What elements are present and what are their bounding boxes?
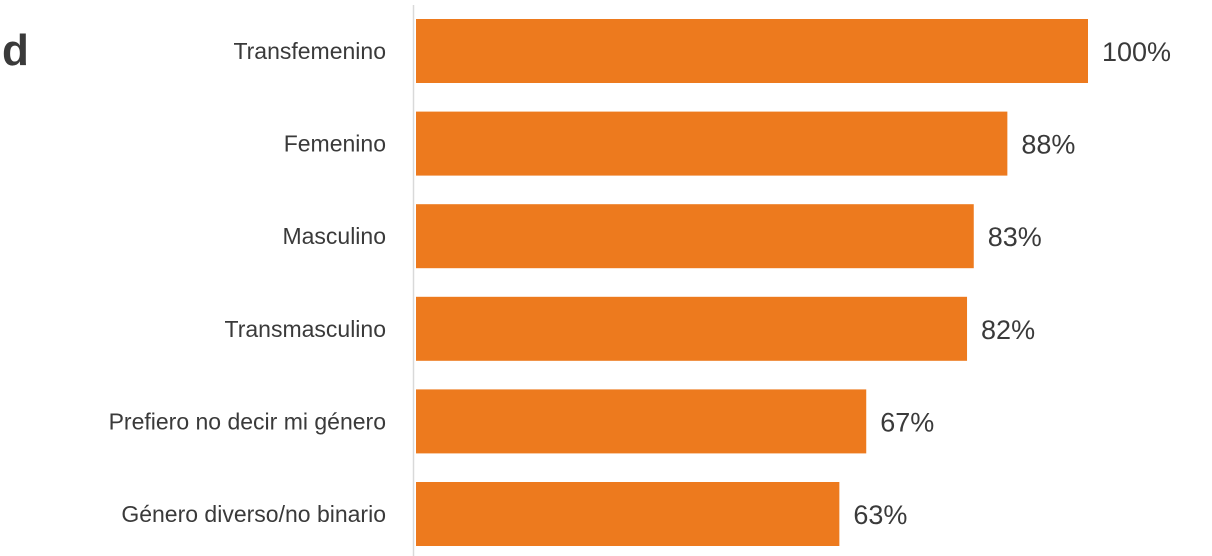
value-label-5: 63% — [853, 500, 907, 530]
heading-fragment: d — [2, 26, 29, 75]
category-label-3: Transmasculino — [225, 316, 386, 342]
value-label-2: 83% — [988, 222, 1042, 252]
bar-3 — [416, 296, 968, 361]
category-label-5: Género diverso/no binario — [121, 501, 386, 527]
bar-5 — [416, 482, 840, 546]
category-label-4: Prefiero no decir mi género — [109, 408, 386, 434]
bar-2 — [416, 204, 974, 269]
category-label-2: Masculino — [282, 223, 386, 249]
bar-1 — [416, 111, 1008, 176]
bar-0 — [416, 19, 1088, 83]
bar-4 — [416, 389, 867, 454]
value-label-4: 67% — [880, 407, 934, 437]
category-label-1: Femenino — [284, 131, 386, 157]
value-label-0: 100% — [1102, 37, 1171, 67]
category-label-0: Transfemenino — [233, 38, 386, 64]
bars-group: Transfemenino 100% Femenino 88% Masculino 83%… — [109, 19, 1171, 546]
value-label-1: 88% — [1021, 130, 1075, 160]
value-label-3: 82% — [981, 315, 1035, 345]
